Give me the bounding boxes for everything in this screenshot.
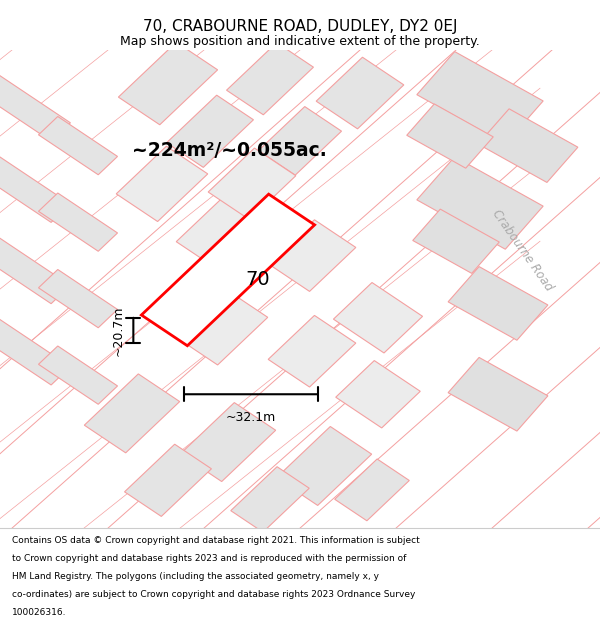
Polygon shape [38, 346, 118, 404]
Polygon shape [448, 357, 548, 431]
Text: 100026316.: 100026316. [12, 608, 67, 616]
Polygon shape [268, 220, 356, 291]
Text: 70, CRABOURNE ROAD, DUDLEY, DY2 0EJ: 70, CRABOURNE ROAD, DUDLEY, DY2 0EJ [143, 19, 457, 34]
Polygon shape [176, 194, 268, 269]
Polygon shape [38, 269, 118, 328]
Polygon shape [478, 109, 578, 182]
Polygon shape [0, 155, 70, 222]
Polygon shape [334, 282, 422, 353]
Polygon shape [0, 74, 70, 141]
Polygon shape [231, 467, 309, 532]
Polygon shape [38, 193, 118, 251]
Polygon shape [181, 402, 275, 481]
Polygon shape [448, 267, 548, 340]
Polygon shape [407, 104, 493, 168]
Polygon shape [142, 194, 314, 346]
Text: ~20.7m: ~20.7m [112, 305, 124, 356]
Polygon shape [259, 107, 341, 175]
Polygon shape [417, 52, 543, 144]
Polygon shape [335, 459, 409, 521]
Text: 70: 70 [245, 270, 271, 289]
Text: Map shows position and indicative extent of the property.: Map shows position and indicative extent… [120, 35, 480, 48]
Polygon shape [167, 95, 253, 168]
Polygon shape [176, 289, 268, 365]
Text: to Crown copyright and database rights 2023 and is reproduced with the permissio: to Crown copyright and database rights 2… [12, 554, 406, 562]
Text: Contains OS data © Crown copyright and database right 2021. This information is : Contains OS data © Crown copyright and d… [12, 536, 420, 545]
Polygon shape [413, 209, 499, 273]
Polygon shape [85, 374, 179, 453]
Polygon shape [227, 42, 313, 115]
Text: HM Land Registry. The polygons (including the associated geometry, namely x, y: HM Land Registry. The polygons (includin… [12, 572, 379, 581]
Polygon shape [0, 318, 70, 385]
Polygon shape [125, 444, 211, 516]
Polygon shape [208, 148, 296, 219]
Text: ~32.1m: ~32.1m [226, 411, 276, 424]
Text: Crabourne Road: Crabourne Road [489, 208, 555, 294]
Polygon shape [116, 146, 208, 221]
Polygon shape [277, 426, 371, 506]
Text: ~224m²/~0.055ac.: ~224m²/~0.055ac. [132, 141, 327, 160]
Polygon shape [118, 42, 218, 125]
Polygon shape [316, 58, 404, 129]
Polygon shape [417, 157, 543, 249]
Polygon shape [0, 236, 70, 304]
Polygon shape [268, 316, 356, 387]
Polygon shape [38, 116, 118, 175]
Text: co-ordinates) are subject to Crown copyright and database rights 2023 Ordnance S: co-ordinates) are subject to Crown copyr… [12, 589, 415, 599]
Polygon shape [336, 361, 420, 428]
